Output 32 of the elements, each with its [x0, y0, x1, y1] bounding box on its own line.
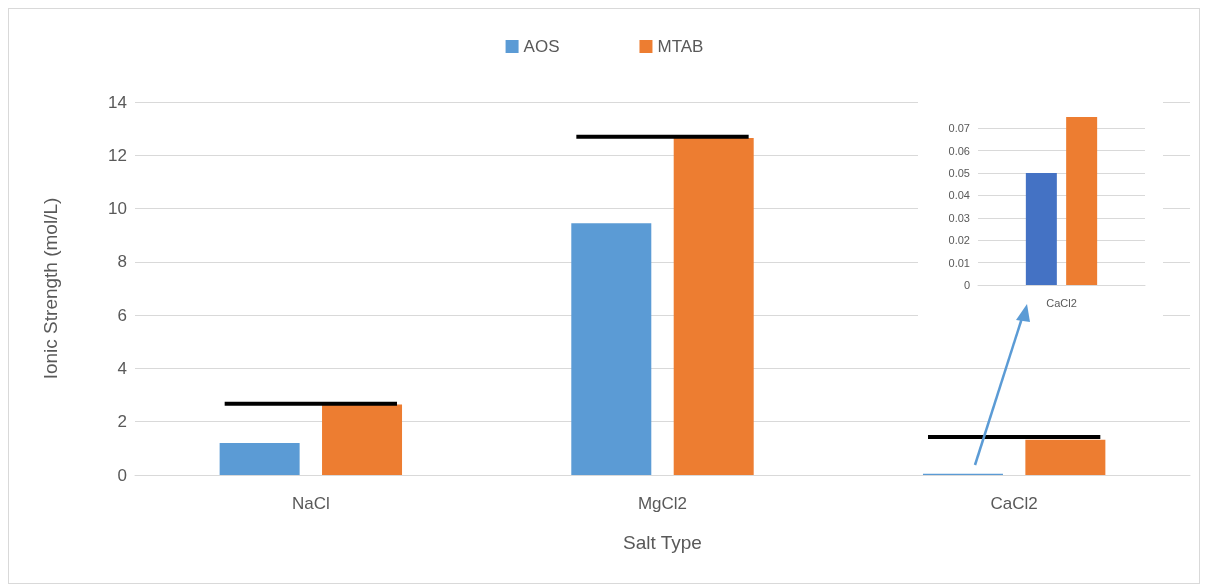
x-tick-label: MgCl2 [637, 494, 688, 513]
y-tick-label: 0 [117, 465, 127, 485]
y-axis-title: Ionic Strength (mol/L) [40, 197, 61, 380]
y-tick-label: 0.07 [948, 122, 970, 135]
bar [673, 137, 754, 475]
legend-label: MTAB [657, 37, 704, 56]
y-tick-label: 0.03 [948, 211, 970, 224]
bar [224, 401, 397, 406]
y-tick-label: 0.02 [948, 234, 970, 247]
y-tick-label: 10 [108, 199, 127, 219]
y-tick-label: 8 [117, 252, 127, 272]
y-tick-label: 12 [108, 145, 127, 165]
y-tick-label: 0.01 [948, 256, 970, 269]
y-tick-label: 4 [117, 358, 127, 378]
y-tick-label: 0 [963, 279, 970, 291]
y-tick-label: 0.06 [948, 144, 970, 157]
y-tick-label: 0.05 [948, 167, 970, 179]
x-tick-label: NaCl [291, 494, 330, 513]
x-axis-title: Salt Type [623, 532, 702, 553]
bar [322, 404, 403, 475]
bar [928, 435, 1101, 440]
x-tick-label: CaCl2 [1046, 296, 1077, 309]
bar [576, 134, 749, 139]
bar [571, 223, 652, 475]
bar [219, 443, 300, 475]
y-tick-label: 2 [117, 412, 127, 432]
legend-label: AOS [523, 37, 560, 56]
bar [1025, 439, 1106, 475]
y-tick-label: 0.04 [948, 189, 970, 202]
y-tick-label: 14 [108, 92, 127, 112]
x-tick-label: CaCl2 [990, 494, 1038, 513]
y-tick-label: 6 [117, 305, 127, 325]
